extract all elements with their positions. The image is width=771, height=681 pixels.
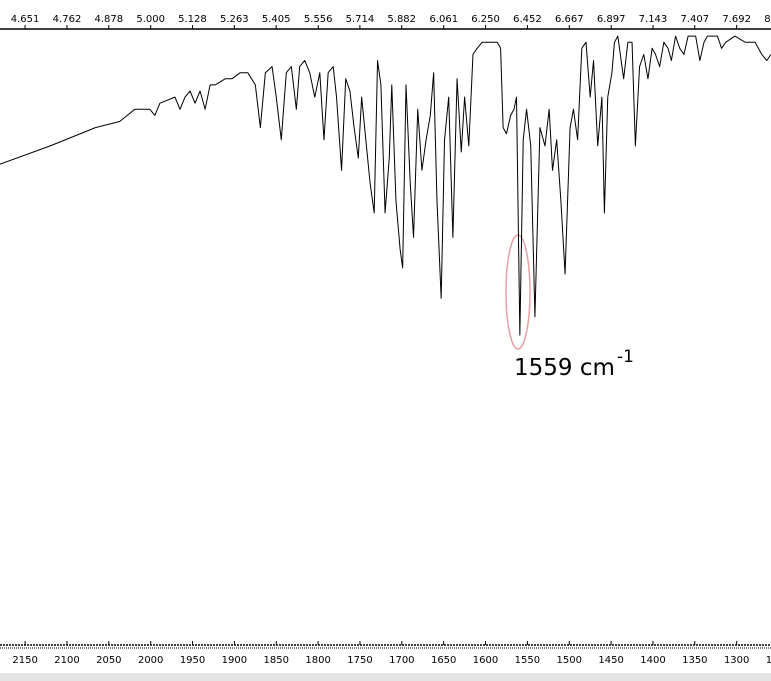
x2-tick-label: 4.878 (94, 14, 123, 25)
x-tick-label: 1350 (682, 655, 707, 666)
x-tick-label: 1300 (724, 655, 749, 666)
x2-tick-label: 8.000 (764, 14, 771, 25)
x2-tick-label: 5.128 (178, 14, 207, 25)
x2-tick-label: 5.263 (220, 14, 249, 25)
x-tick-label: 1600 (473, 655, 498, 666)
x-tick-label: 1850 (264, 655, 289, 666)
x2-tick-label: 4.651 (11, 14, 40, 25)
x2-tick-label: 4.762 (53, 14, 82, 25)
spectrum-line (0, 35, 771, 336)
x-tick-label: 1500 (557, 655, 582, 666)
x-tick-label: 1800 (305, 655, 330, 666)
x2-tick-label: 5.000 (136, 14, 165, 25)
x2-tick-label: 6.897 (597, 14, 626, 25)
x-tick-label: 1950 (180, 655, 205, 666)
x-tick-label: 1650 (431, 655, 456, 666)
x-tick-label: 1900 (222, 655, 247, 666)
x-tick-label: 1400 (640, 655, 665, 666)
x-tick-label: 1550 (515, 655, 540, 666)
annotation: 1559 cm (514, 355, 615, 381)
x-tick-label: 1250 (766, 655, 771, 666)
x2-tick-label: 7.407 (680, 14, 709, 25)
x2-tick-label: 6.061 (429, 14, 458, 25)
annotation-superscript: -1 (617, 347, 634, 367)
x2-tick-label: 5.714 (346, 14, 375, 25)
x2-tick-label: 6.452 (513, 14, 542, 25)
x2-tick-label: 6.667 (555, 14, 584, 25)
x2-tick-label: 7.143 (639, 14, 668, 25)
x-tick-label: 1750 (347, 655, 372, 666)
x2-tick-label: 5.405 (262, 14, 291, 25)
x-tick-label: 2150 (12, 655, 37, 666)
x-tick-label: 1450 (598, 655, 623, 666)
x2-tick-label: 6.250 (471, 14, 500, 25)
x2-tick-label: 5.882 (387, 14, 416, 25)
x-tick-label: 2100 (54, 655, 79, 666)
x2-tick-label: 5.556 (304, 14, 333, 25)
x-tick-label: 2000 (138, 655, 163, 666)
x-tick-label: 2050 (96, 655, 121, 666)
x-tick-label: 1700 (389, 655, 414, 666)
x2-tick-label: 7.692 (722, 14, 751, 25)
